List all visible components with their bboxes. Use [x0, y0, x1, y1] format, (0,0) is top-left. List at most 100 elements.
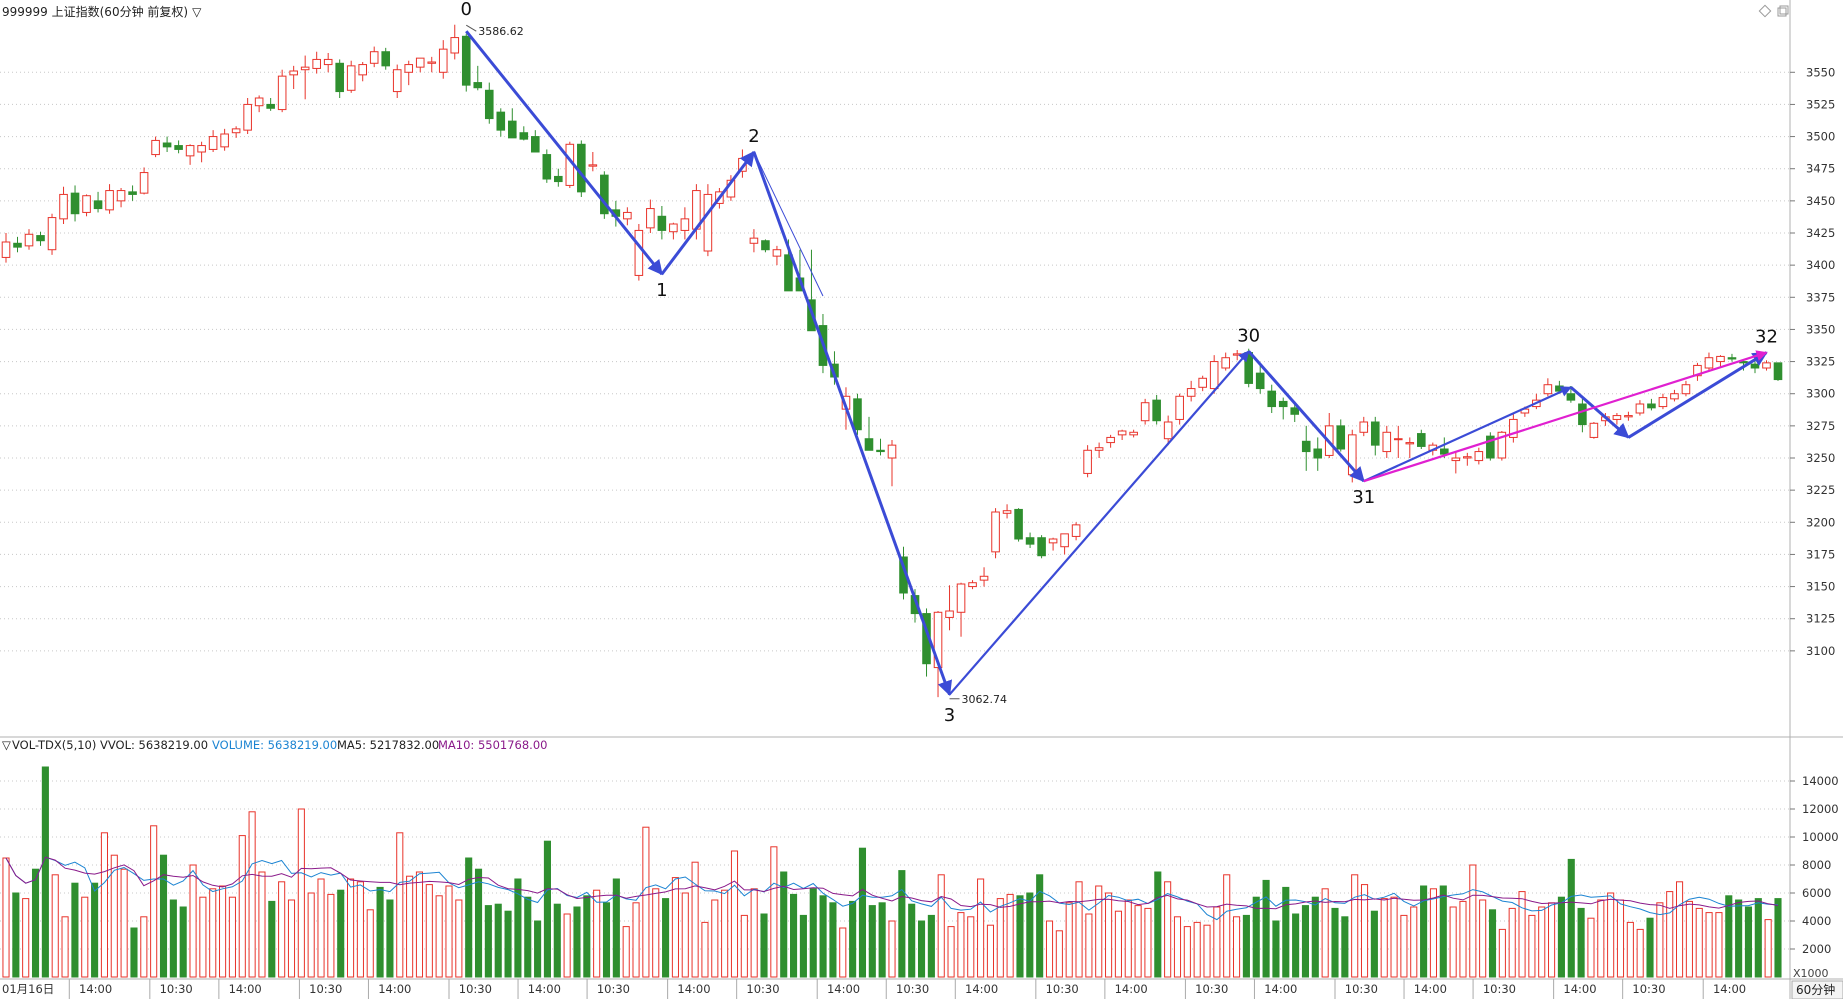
volume-bar	[1390, 896, 1398, 978]
volume-bar	[150, 825, 158, 978]
price-annotation: 3586.62	[478, 25, 524, 38]
diamond-icon[interactable]	[1758, 4, 1772, 18]
candle-body	[1221, 357, 1230, 369]
candle-body	[1440, 448, 1449, 455]
volume-toggle-icon[interactable]: ▽	[2, 738, 11, 752]
candle-body	[853, 398, 862, 431]
volume-bar	[1479, 899, 1487, 978]
restore-icon[interactable]	[1777, 5, 1789, 17]
time-tick-label: 10:30	[746, 982, 779, 996]
candle-body	[634, 229, 644, 276]
volume-tick-label: 4000	[1802, 914, 1831, 928]
candle	[231, 126, 241, 138]
candle-body	[588, 164, 598, 167]
candle-body	[1163, 421, 1173, 440]
candle-body	[1060, 533, 1069, 548]
volume-bar	[553, 903, 561, 978]
wave-label: 32	[1755, 327, 1778, 348]
candle-body	[105, 190, 114, 211]
candle	[312, 51, 321, 74]
price-tick-label: 3200	[1806, 515, 1835, 529]
candle	[1486, 432, 1495, 461]
volume-bar	[1173, 916, 1182, 978]
wave-line	[1247, 350, 1365, 483]
volume-bar	[967, 916, 975, 978]
wave-label: 30	[1237, 325, 1260, 346]
candle-body	[1244, 352, 1253, 384]
wave-line	[752, 151, 953, 696]
candle	[1198, 375, 1207, 392]
candle	[151, 136, 160, 158]
candle-body	[1474, 451, 1484, 462]
chart-title[interactable]: 999999 上证指数(60分钟 前复权)	[2, 4, 188, 19]
volume-bar	[1528, 914, 1536, 978]
candle-body	[369, 51, 379, 64]
wave-label: 1	[656, 280, 667, 301]
candle	[369, 46, 379, 68]
candle-body	[703, 193, 713, 252]
candle-body	[174, 145, 183, 150]
volume-bar	[199, 896, 207, 978]
candle	[1002, 504, 1012, 519]
candle-body	[1509, 418, 1518, 438]
time-tick-label: 14:00	[79, 982, 112, 996]
volume-bar	[1666, 891, 1674, 978]
candle-body	[162, 142, 172, 148]
candle	[1773, 362, 1783, 381]
candle-body	[1716, 355, 1725, 363]
volume-bar	[504, 910, 512, 978]
candle-body	[427, 61, 437, 64]
candle	[128, 185, 137, 201]
title-dropdown-icon[interactable]: ▽	[192, 5, 202, 19]
volume-bar	[484, 905, 492, 978]
candle-body	[231, 128, 241, 134]
volume-bar	[455, 899, 463, 978]
volume-indicator-name[interactable]: VOL-TDX(5,10)	[12, 738, 96, 752]
candle-body	[1704, 357, 1714, 369]
time-tick-label: 14:00	[827, 982, 860, 996]
candle	[1417, 429, 1426, 449]
volume-bar	[1331, 907, 1339, 978]
candle	[956, 582, 966, 637]
volume-bar	[662, 898, 670, 978]
volume-bar	[1154, 871, 1162, 978]
volume-bar	[1006, 893, 1014, 978]
volume-bar	[219, 885, 227, 978]
candle-body	[496, 111, 506, 131]
candle	[1278, 397, 1288, 420]
candle	[266, 98, 275, 111]
candle	[358, 62, 367, 82]
volume-bar	[1282, 886, 1290, 978]
volume-bar	[839, 927, 847, 978]
volume-bar	[908, 903, 916, 978]
candle-body	[1255, 372, 1265, 390]
candle-body	[392, 69, 402, 93]
candle-body	[1267, 390, 1277, 408]
volume-bar	[474, 868, 483, 978]
period-label[interactable]: 60分钟	[1796, 982, 1835, 997]
volume-bar	[61, 916, 69, 978]
candle	[1083, 445, 1092, 478]
volume-bar	[1488, 909, 1497, 978]
candle	[531, 130, 540, 153]
price-tick-label: 3425	[1806, 226, 1835, 240]
volume-bar	[583, 895, 591, 978]
candle-body	[254, 97, 264, 107]
candle-body	[519, 132, 529, 140]
candle-body	[1359, 421, 1369, 433]
volume-bar	[494, 903, 502, 978]
candle	[13, 236, 22, 253]
volume-bar	[1360, 884, 1369, 978]
candle	[1359, 416, 1369, 437]
candle-body	[266, 103, 275, 109]
volume-tick-label: 2000	[1802, 942, 1831, 956]
volume-bar	[1341, 916, 1349, 978]
volume-bar	[1538, 906, 1546, 978]
candle-body	[1566, 393, 1576, 401]
volume-bar	[406, 875, 414, 978]
candle-body	[1405, 442, 1415, 445]
candle-body	[1278, 400, 1288, 408]
time-tick-label: 14:00	[1414, 982, 1447, 996]
volume-bar	[878, 902, 886, 978]
volume-bar	[977, 878, 985, 978]
